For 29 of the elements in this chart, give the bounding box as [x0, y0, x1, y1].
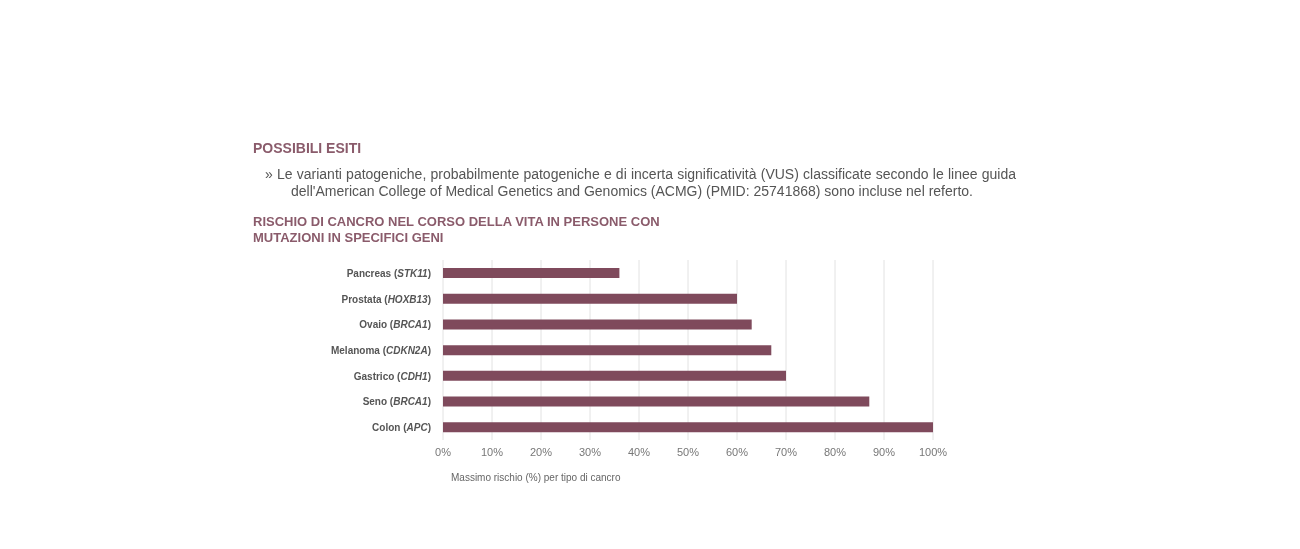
x-tick-label: 100%	[918, 445, 948, 458]
x-tick-label: 80%	[823, 445, 847, 458]
x-tick-label: 10%	[480, 445, 504, 458]
y-tick-label: Pancreas (STK11)	[346, 267, 431, 279]
bar	[443, 268, 620, 278]
bar	[443, 319, 752, 330]
y-tick-label: Prostata (HOXB13)	[341, 293, 431, 305]
x-tick-label: 50%	[676, 445, 700, 458]
x-tick-label: 70%	[774, 445, 798, 458]
y-tick-label: Ovaio (BRCA1)	[359, 319, 431, 331]
y-tick-label: Seno (BRCA1)	[362, 396, 431, 408]
x-tick-label: 60%	[725, 445, 749, 458]
text: » Le varianti patogeniche, probabilmente patogeniche e di incerta significatività (VUS) classificate secondo le linee guida dell'American College of Medical Genetics and Genomics (ACMG) (PMID: 25741868) sono incluse nel referto.	[264, 166, 1016, 200]
x-tick-label: 90%	[872, 445, 896, 458]
y-tick-label: Gastrico (CDH1)	[353, 370, 431, 382]
bar	[443, 422, 933, 433]
x-tick-label: 30%	[578, 445, 602, 458]
bar	[443, 370, 786, 381]
x-tick-label: 40%	[627, 445, 651, 458]
y-tick-label: Colon (APC)	[372, 422, 431, 434]
x-tick-label: 0%	[435, 445, 452, 458]
y-tick-label: Melanoma (CDKN2A)	[330, 345, 431, 356]
x-tick-label: 20%	[529, 445, 553, 458]
chart-title: RISCHIO DI CANCRO NEL CORSO DELLA VITA IN PERSONE CON MUTAZIONI IN SPECIFICI GENI	[253, 214, 661, 246]
x-axis-title: Massimo rischio (%) per tipo di cancro	[451, 472, 622, 483]
bar	[443, 396, 870, 407]
bar	[443, 293, 737, 304]
text: POSSIBILI ESITI	[253, 140, 363, 156]
bar	[443, 345, 772, 356]
